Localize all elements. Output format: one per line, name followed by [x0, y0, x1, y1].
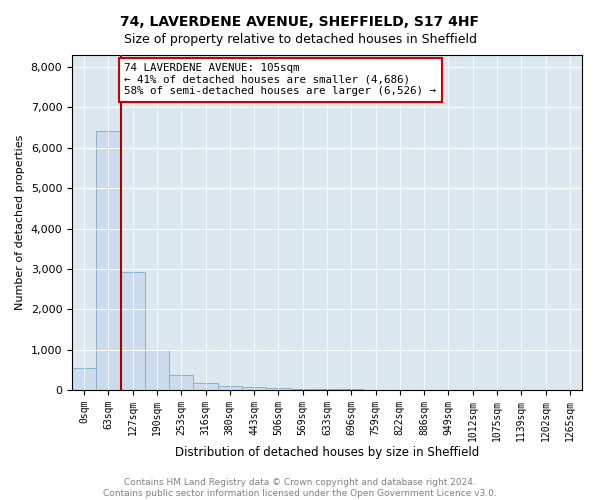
Bar — [266, 388, 290, 390]
Text: Contains HM Land Registry data © Crown copyright and database right 2024.
Contai: Contains HM Land Registry data © Crown c… — [103, 478, 497, 498]
Bar — [145, 350, 169, 390]
Y-axis label: Number of detached properties: Number of detached properties — [15, 135, 25, 310]
Text: Size of property relative to detached houses in Sheffield: Size of property relative to detached ho… — [124, 32, 476, 46]
Text: 74, LAVERDENE AVENUE, SHEFFIELD, S17 4HF: 74, LAVERDENE AVENUE, SHEFFIELD, S17 4HF — [121, 15, 479, 29]
Bar — [218, 386, 242, 390]
Bar — [290, 388, 315, 390]
Bar — [169, 376, 193, 390]
Bar — [242, 387, 266, 390]
Bar — [96, 131, 121, 390]
Bar — [72, 368, 96, 390]
Bar — [315, 389, 339, 390]
Bar — [121, 272, 145, 390]
Bar — [193, 383, 218, 390]
X-axis label: Distribution of detached houses by size in Sheffield: Distribution of detached houses by size … — [175, 446, 479, 460]
Text: 74 LAVERDENE AVENUE: 105sqm
← 41% of detached houses are smaller (4,686)
58% of : 74 LAVERDENE AVENUE: 105sqm ← 41% of det… — [124, 63, 436, 96]
